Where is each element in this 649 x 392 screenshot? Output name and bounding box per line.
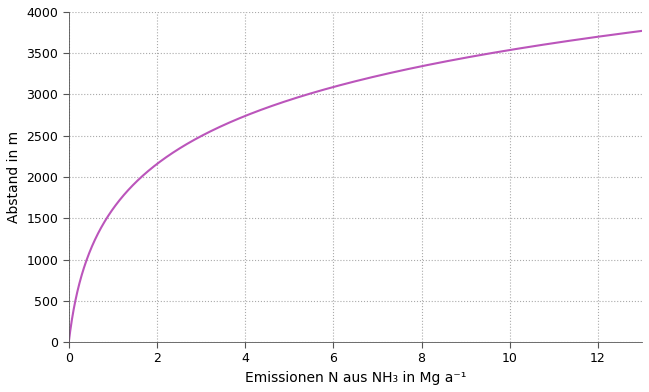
Y-axis label: Abstand in m: Abstand in m — [7, 131, 21, 223]
X-axis label: Emissionen N aus NH₃ in Mg a⁻¹: Emissionen N aus NH₃ in Mg a⁻¹ — [245, 371, 466, 385]
